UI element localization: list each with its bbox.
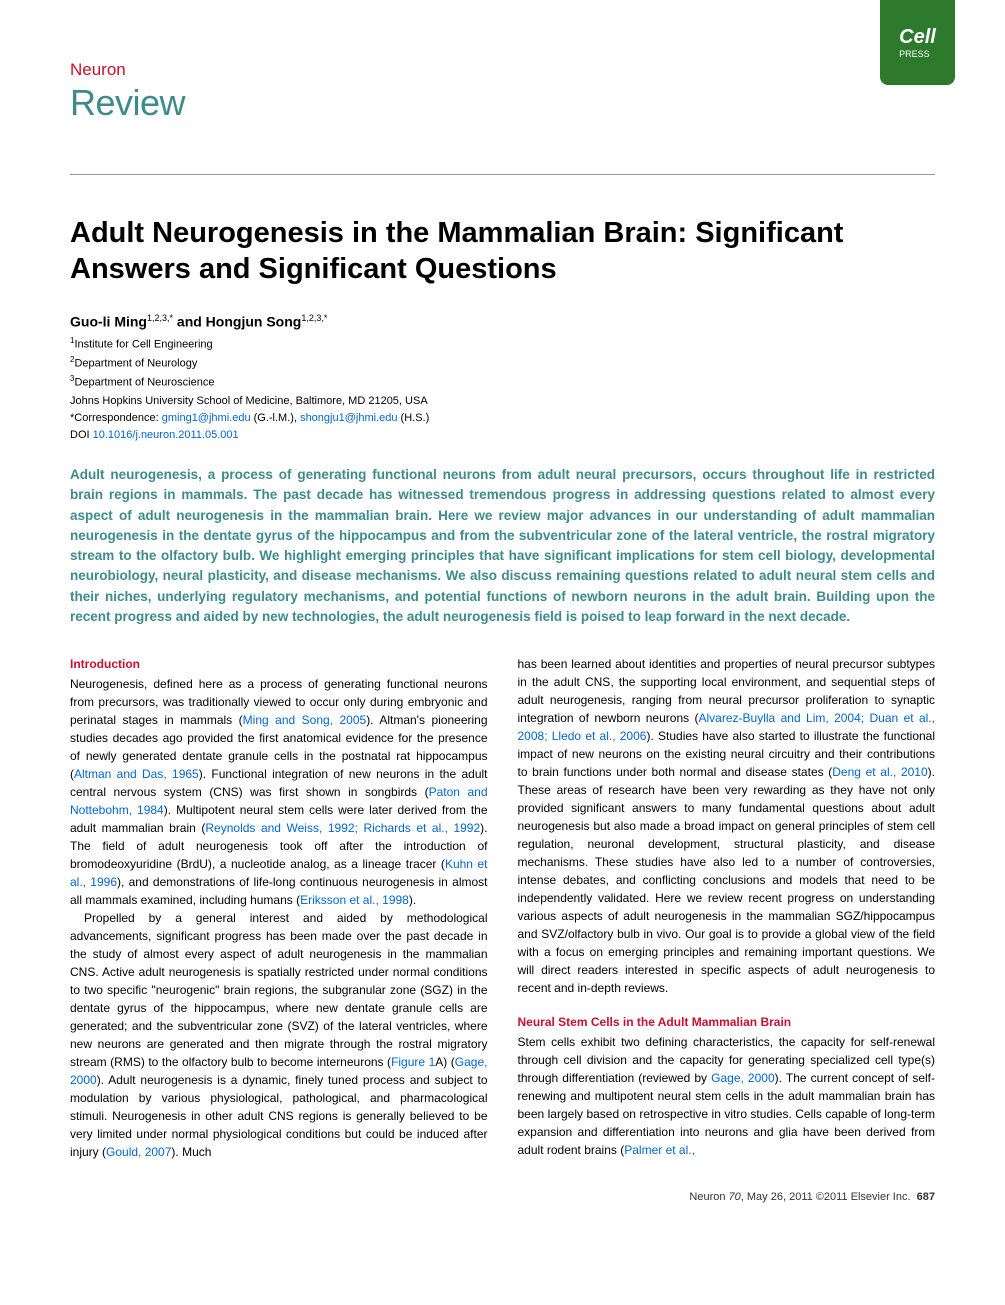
column-left: Introduction Neurogenesis, defined here … [70,655,488,1161]
affiliation-4: Johns Hopkins University School of Medic… [70,393,935,410]
citation-link[interactable]: Eriksson et al., 1998 [300,893,409,907]
citation-link[interactable]: Gage, 2000 [711,1071,775,1085]
citation-link[interactable]: Palmer et al., [624,1143,695,1157]
press-label: Cell [899,26,936,48]
intro-paragraph-1: Neurogenesis, defined here as a process … [70,675,488,909]
press-sub: PRESS [899,49,936,59]
citation-link[interactable]: Ming and Song, 2005 [243,713,367,727]
email-link-1[interactable]: gming1@jhmi.edu [162,412,251,424]
stemcells-paragraph-1: Stem cells exhibit two defining characte… [518,1033,936,1159]
intro-paragraph-2: Propelled by a general interest and aide… [70,909,488,1161]
col2-paragraph-1: has been learned about identities and pr… [518,655,936,997]
header-left: Neuron Review [70,60,185,124]
body-columns: Introduction Neurogenesis, defined here … [70,655,935,1161]
column-right: has been learned about identities and pr… [518,655,936,1161]
footer-issue: 70 [729,1191,741,1203]
email-link-2[interactable]: shongju1@jhmi.edu [300,412,397,424]
journal-name: Neuron [70,60,185,80]
citation-link[interactable]: Altman and Das, 1965 [74,767,199,781]
authors: Guo-li Ming1,2,3,* and Hongjun Song1,2,3… [70,313,935,330]
affiliation-1: 1Institute for Cell Engineering [70,335,935,353]
stemcells-heading: Neural Stem Cells in the Adult Mammalian… [518,1013,936,1031]
intro-heading: Introduction [70,655,488,673]
press-badge: Cell PRESS [880,0,955,85]
page-footer: Neuron 70, May 26, 2011 ©2011 Elsevier I… [70,1191,935,1203]
citation-link[interactable]: Reynolds and Weiss, 1992; Richards et al… [205,821,480,835]
header-row: Neuron Review Cell PRESS [70,60,935,124]
doi-line: DOI 10.1016/j.neuron.2011.05.001 [70,427,935,444]
correspondence: *Correspondence: gming1@jhmi.edu (G.-l.M… [70,410,935,427]
article-title: Adult Neurogenesis in the Mammalian Brai… [70,215,935,288]
affiliation-2: 2Department of Neurology [70,354,935,372]
header-divider [70,174,935,175]
citation-link[interactable]: Deng et al., 2010 [832,765,927,779]
abstract: Adult neurogenesis, a process of generat… [70,465,935,627]
citation-link[interactable]: Gould, 2007 [106,1145,171,1159]
article-type: Review [70,82,185,124]
page-container: Neuron Review Cell PRESS Adult Neurogene… [0,0,1005,1243]
figure-link[interactable]: Figure 1 [391,1055,435,1069]
page-number: 687 [917,1191,935,1203]
affiliation-3: 3Department of Neuroscience [70,373,935,391]
doi-link[interactable]: 10.1016/j.neuron.2011.05.001 [93,429,239,441]
